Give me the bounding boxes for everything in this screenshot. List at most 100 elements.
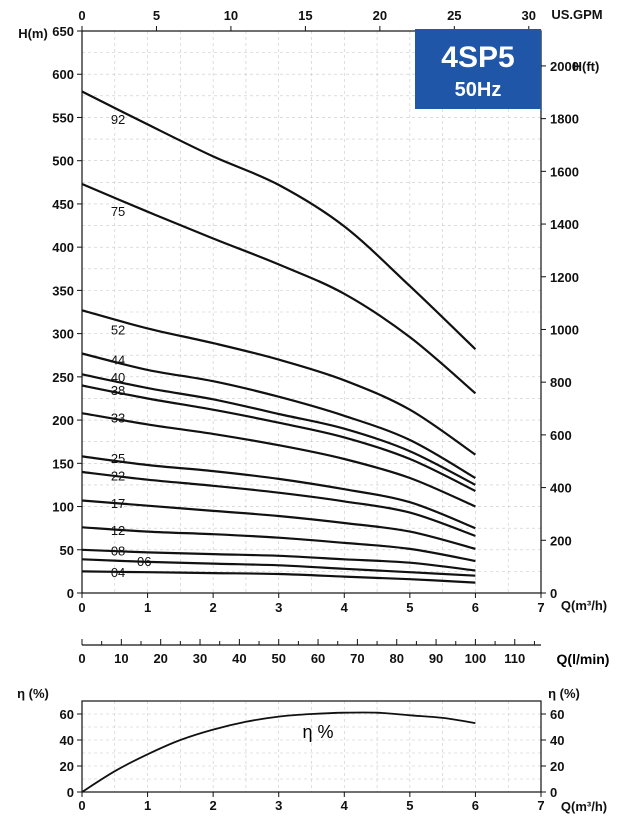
head-curve-06	[81, 558, 476, 577]
efficiency-annotation: η %	[303, 722, 334, 742]
lmin-tick-label: 30	[193, 651, 207, 666]
y-tick-label: 300	[52, 327, 74, 342]
lmin-tick-label: 50	[271, 651, 285, 666]
head-curve-40	[81, 373, 476, 486]
lmin-tick-label: 60	[311, 651, 325, 666]
y-tick-label: 150	[52, 456, 74, 471]
y-tick-label: 550	[52, 110, 74, 125]
y-tick-label: 650	[52, 24, 74, 39]
head-curve-12	[81, 526, 476, 563]
right-tick-label: 800	[550, 375, 572, 390]
y-tick-label: 250	[52, 370, 74, 385]
eff-x-tick-label: 1	[144, 798, 151, 813]
lmin-tick-label: 70	[350, 651, 364, 666]
y-tick-label: 400	[52, 240, 74, 255]
eff-frame	[81, 700, 542, 793]
x-tick-label: 3	[275, 600, 282, 615]
top-tick-label: 20	[373, 8, 387, 23]
eff-x-tick-label: 2	[210, 798, 217, 813]
curve-label-33: 33	[111, 410, 125, 425]
head-curve-92	[81, 90, 477, 350]
head-curve-52	[81, 309, 477, 456]
efficiency-line	[81, 711, 476, 793]
right-tick-label: 1400	[550, 217, 579, 232]
lmin-tick-label: 20	[153, 651, 167, 666]
top-tick-label: 0	[78, 8, 85, 23]
efficiency-curve	[81, 711, 476, 793]
eff-x-tick-label: 3	[275, 798, 282, 813]
y-tick-label: 450	[52, 197, 74, 212]
curve-label-52: 52	[111, 322, 125, 337]
eff-y-tick-label: 40	[60, 733, 74, 748]
top-tick-label: 25	[447, 8, 461, 23]
x-axis-title-bottom: Q(m³/h)	[561, 598, 607, 613]
curve-label-22: 22	[111, 468, 125, 483]
lmin-tick-label: 10	[114, 651, 128, 666]
right-tick-label: 0	[550, 586, 557, 601]
head-curve-22	[81, 470, 476, 537]
lmin-axis: 0 10 20 30 40 50 60 70 80 90 100 110	[78, 639, 541, 666]
model-frequency: 50Hz	[455, 79, 502, 101]
curve-label-25: 25	[111, 451, 125, 466]
model-badge-box	[415, 29, 541, 109]
top-tick-label: 15	[298, 8, 312, 23]
y-tick-label: 0	[67, 586, 74, 601]
right-tick-label: 600	[550, 428, 572, 443]
head-curve-33	[81, 412, 476, 508]
x-tick-label: 6	[472, 600, 479, 615]
x-tick-label: 1	[144, 600, 151, 615]
eff-y-tick-label: 20	[60, 759, 74, 774]
model-name: 4SP5	[441, 41, 514, 74]
model-badge: 4SP5 50Hz	[415, 29, 541, 109]
curve-label-38: 38	[111, 383, 125, 398]
y-tick-label: 350	[52, 283, 74, 298]
curve-label-06: 06	[137, 554, 151, 569]
y-tick-label: 600	[52, 67, 74, 82]
x-tick-label: 2	[210, 600, 217, 615]
head-curve-04	[81, 570, 476, 584]
efficiency-x-axis-title: Q(m³/h)	[561, 799, 607, 814]
right-tick-label: 200	[550, 533, 572, 548]
curve-label-44: 44	[111, 353, 125, 368]
curve-label-92: 92	[111, 112, 125, 127]
main-chart-grid	[81, 30, 542, 594]
right-tick-label: 2000	[550, 59, 579, 74]
lmin-axis-title: Q(l/min)	[557, 651, 610, 667]
lmin-tick-label: 100	[465, 651, 487, 666]
head-curve-44	[81, 352, 476, 479]
x-axis-title-top: US.GPM	[551, 7, 602, 22]
top-tick-label: 10	[224, 8, 238, 23]
right-tick-label: 400	[550, 481, 572, 496]
x-tick-label: 5	[406, 600, 413, 615]
eff-x-tick-label: 7	[537, 798, 544, 813]
eff-x-tick-label: 6	[472, 798, 479, 813]
eff-right-tick-label: 0	[550, 785, 557, 800]
head-curve-75	[81, 182, 477, 395]
head-curve-38	[81, 384, 476, 492]
efficiency-title-left: η (%)	[17, 686, 49, 701]
lmin-tick-label: 40	[232, 651, 246, 666]
lmin-tick-label: 0	[78, 651, 85, 666]
curve-label-17: 17	[111, 496, 125, 511]
y-tick-label: 50	[60, 543, 74, 558]
head-curves	[81, 90, 477, 584]
x-tick-label: 4	[341, 600, 349, 615]
x-tick-label: 0	[78, 600, 85, 615]
main-chart-axes: 0 1 2 3 4 5 6 705010015020025030035040045050055…	[52, 8, 579, 615]
right-tick-label: 1200	[550, 270, 579, 285]
eff-x-tick-label: 5	[406, 798, 413, 813]
curve-label-40: 40	[111, 370, 125, 385]
eff-x-tick-label: 0	[78, 798, 85, 813]
lmin-tick-label: 80	[389, 651, 403, 666]
eff-x-tick-label: 4	[341, 798, 349, 813]
eff-y-tick-label: 0	[67, 785, 74, 800]
y-tick-label: 200	[52, 413, 74, 428]
curve-label-12: 12	[111, 523, 125, 538]
curve-label-08: 08	[111, 544, 125, 559]
top-tick-label: 5	[153, 8, 160, 23]
right-tick-label: 1600	[550, 164, 579, 179]
lmin-tick-label: 110	[504, 651, 525, 666]
